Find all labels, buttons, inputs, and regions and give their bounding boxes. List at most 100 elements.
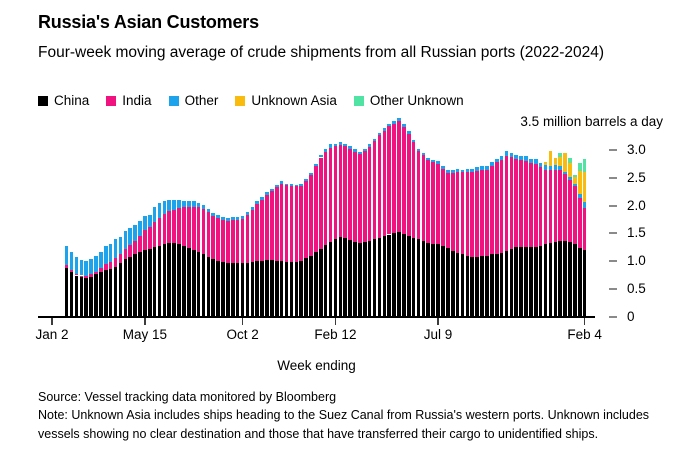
bar-segment-china <box>470 256 475 317</box>
y-tick-label: 1.5 <box>627 225 646 241</box>
bar-segment-india <box>177 208 181 245</box>
bar-segment-china <box>446 247 450 317</box>
bar-segment-other <box>499 155 504 160</box>
bar-segment-other <box>143 216 147 231</box>
legend-item-other-unknown: Other Unknown <box>353 93 464 108</box>
bar-segment-other <box>455 169 460 173</box>
bar-segment-india <box>450 173 455 251</box>
bar-segment-other <box>118 236 123 254</box>
bar-segment-china <box>499 252 504 317</box>
bar-segment-other <box>441 166 445 169</box>
bar-segment-other <box>314 163 318 167</box>
bar-segment-india <box>421 155 426 242</box>
bar-segment-other <box>123 231 128 250</box>
y-tick-label: 0 <box>627 308 635 324</box>
bar-segment-india <box>240 218 245 264</box>
bar-segment-india <box>436 164 440 245</box>
bar-segment-other <box>504 151 509 156</box>
bar-segment-china <box>543 244 548 317</box>
bar-segment-unknown-asia <box>563 153 567 172</box>
bar-segment-other <box>235 217 240 220</box>
bar-segment-china <box>162 244 167 317</box>
bar-segment-india <box>74 273 79 276</box>
bar-segment-india <box>294 186 299 262</box>
y-tick-mark <box>609 149 617 152</box>
bar-segment-china <box>74 275 79 317</box>
bar-segment-other <box>64 245 69 265</box>
bar-segment-india <box>328 147 333 242</box>
bar-segment-china <box>411 237 416 317</box>
y-tick-mark <box>609 204 617 207</box>
bar-segment-other <box>89 259 93 275</box>
bar-segment-china <box>582 250 587 317</box>
bar-segment-china <box>392 233 396 317</box>
bar-segment-india <box>367 146 372 242</box>
bar-segment-other <box>201 205 206 210</box>
legend-swatch <box>38 95 48 106</box>
bar-segment-india <box>187 207 191 249</box>
bar-segment-india <box>133 240 137 255</box>
bar-segment-india <box>480 170 484 257</box>
bar-segment-unknown-asia <box>548 150 553 166</box>
bar-segment-china <box>509 248 514 317</box>
bar-segment-india <box>118 253 123 263</box>
bar-segment-india <box>265 194 269 260</box>
bar-segment-china <box>318 248 323 317</box>
bar-segment-china <box>534 246 538 317</box>
bar-segment-india <box>123 249 128 260</box>
bar-segment-india <box>255 204 260 262</box>
bar-segment-other <box>470 168 475 172</box>
bar-segment-other <box>348 146 352 149</box>
bar-segment-other <box>128 228 132 246</box>
bar-segment-china <box>133 254 137 317</box>
bar-segment-china <box>128 256 132 317</box>
bar-segment-india <box>534 163 538 247</box>
page-title: Russia's Asian Customers <box>38 12 259 32</box>
bar-segment-unknown-asia <box>558 156 563 166</box>
bar-segment-other <box>221 217 225 221</box>
bar-segment-other <box>436 161 440 165</box>
bar-segment-unknown-asia <box>543 162 548 166</box>
bar-segment-unknown-asia <box>573 176 577 184</box>
bar-segment-other <box>490 161 494 166</box>
bar-segment-other <box>582 201 587 209</box>
bar-segment-china <box>69 272 74 317</box>
bar-segment-china <box>206 256 211 317</box>
bar-segment-china <box>529 247 533 317</box>
bar-segment-india <box>504 155 509 252</box>
bar-segment-china <box>465 255 470 317</box>
bar-segment-other <box>157 203 162 218</box>
bar-segment-other <box>279 181 284 184</box>
y-tick-mark <box>609 177 617 179</box>
bar-segment-india <box>362 150 367 243</box>
legend-swatch <box>106 95 117 106</box>
bar-segment-india <box>279 183 284 262</box>
bar-segment-india <box>167 211 172 244</box>
bar-segment-other <box>162 200 167 214</box>
legend-swatch <box>168 95 179 106</box>
bar-segment-india <box>402 127 406 234</box>
bar-segment-india <box>563 174 567 241</box>
bar-segment-india <box>494 162 499 254</box>
bar-segment-other <box>372 138 377 141</box>
bar-segment-india <box>426 159 431 243</box>
bar-segment-other <box>480 166 484 171</box>
bar-segment-china <box>103 269 108 317</box>
x-tick-mark <box>583 317 586 325</box>
bar-segment-india <box>250 209 255 263</box>
bar-segment-india <box>509 156 514 249</box>
bar-segment-china <box>245 262 250 317</box>
bar-segment-india <box>157 217 162 246</box>
bar-segment-india <box>79 275 84 278</box>
bar-segment-india <box>441 168 445 247</box>
bar-segment-other <box>211 212 216 216</box>
bar-segment-china <box>182 246 186 317</box>
bar-segment-china <box>382 236 387 317</box>
bar-segment-other <box>568 176 572 181</box>
bar-segment-china <box>460 254 465 317</box>
bar-segment-other-unknown <box>577 163 582 172</box>
bar-segment-india <box>221 220 225 262</box>
bar-segment-other <box>147 214 152 227</box>
